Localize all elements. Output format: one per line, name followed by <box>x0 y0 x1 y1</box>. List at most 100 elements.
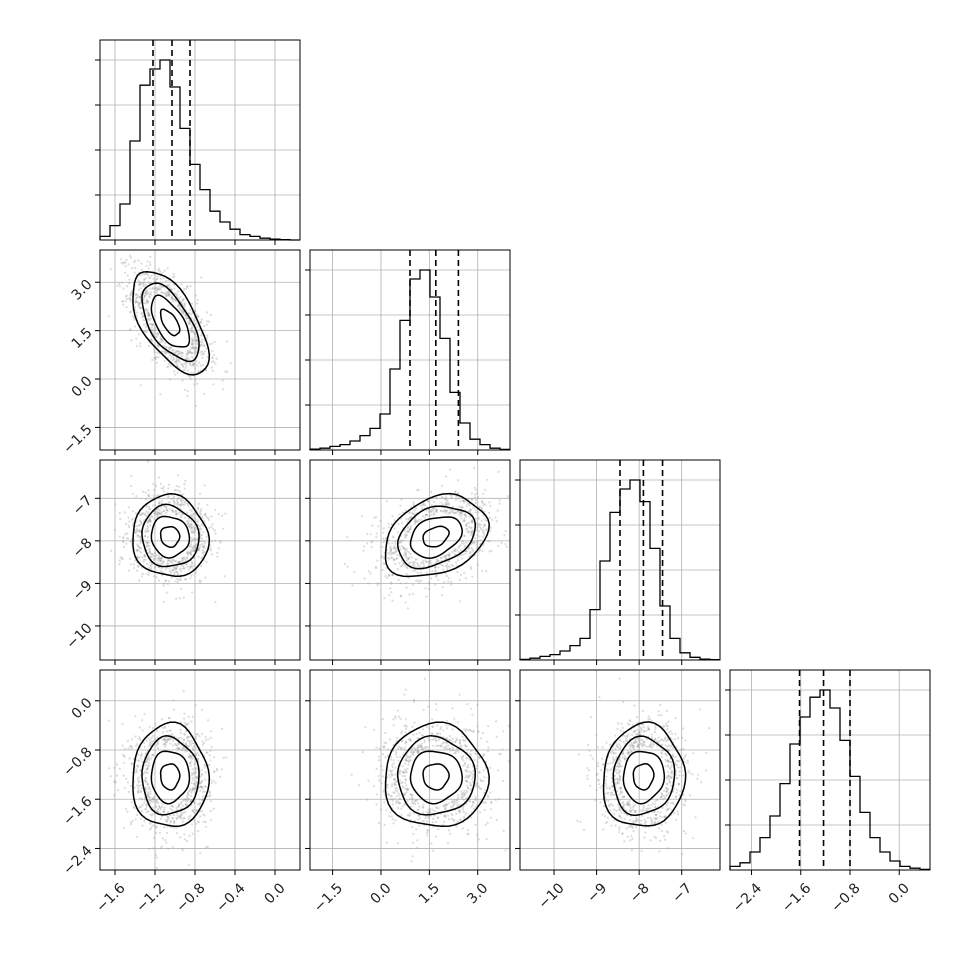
scatter-point <box>487 746 490 749</box>
scatter-point <box>399 717 402 720</box>
scatter-point <box>134 301 137 304</box>
scatter-point <box>150 323 153 326</box>
scatter-point <box>148 847 151 850</box>
scatter-point <box>423 502 426 505</box>
scatter-point <box>612 761 615 764</box>
scatter-point <box>162 510 165 513</box>
scatter-point <box>395 557 399 560</box>
scatter-point <box>139 293 142 296</box>
scatter-point <box>387 542 390 545</box>
scatter-point <box>427 811 431 814</box>
scatter-point <box>429 510 432 513</box>
scatter-point <box>201 350 204 353</box>
scatter-point <box>208 763 211 766</box>
scatter-point <box>405 582 408 585</box>
scatter-point <box>425 560 428 564</box>
scatter-point <box>604 779 607 782</box>
scatter-point <box>464 514 467 517</box>
scatter-point <box>464 552 467 555</box>
y-tick-label: 3.0 <box>69 277 96 304</box>
scatter-point <box>135 525 138 528</box>
scatter-point <box>187 357 190 360</box>
scatter-points <box>107 254 232 407</box>
scatter-point <box>178 747 181 750</box>
scatter-point <box>634 803 637 806</box>
scatter-point <box>382 537 385 540</box>
scatter-point <box>184 748 187 752</box>
scatter-point <box>385 741 388 745</box>
scatter-point <box>474 488 477 491</box>
scatter-point <box>404 759 407 762</box>
scatter-point <box>186 565 189 568</box>
scatter-point <box>638 730 641 734</box>
scatter-point <box>625 803 629 806</box>
scatter-point <box>661 738 664 741</box>
scatter-point <box>453 550 456 553</box>
scatter-point <box>477 517 480 520</box>
contour-level-3 <box>132 270 211 376</box>
scatter-point <box>398 513 401 516</box>
scatter-point <box>654 836 658 840</box>
scatter-point <box>213 340 216 343</box>
scatter-point <box>140 810 143 813</box>
scatter-point <box>393 781 396 785</box>
scatter-point <box>166 291 169 294</box>
scatter-point <box>150 740 154 743</box>
scatter-point <box>158 502 161 505</box>
scatter-point <box>466 780 469 783</box>
scatter-point <box>152 496 155 499</box>
scatter-point <box>153 518 156 521</box>
scatter-point <box>470 816 473 819</box>
scatter-point <box>407 526 410 529</box>
scatter-point <box>196 315 199 319</box>
scatter-point <box>150 797 153 800</box>
scatter-point <box>119 517 122 521</box>
scatter-point <box>162 810 166 813</box>
scatter-point <box>198 511 201 514</box>
scatter-point <box>165 505 168 508</box>
scatter-point <box>650 819 653 823</box>
scatter-point <box>167 847 170 850</box>
scatter-point <box>388 815 391 818</box>
scatter-point <box>666 759 669 762</box>
scatter-point <box>465 523 468 526</box>
scatter-point <box>472 730 475 734</box>
scatter-point <box>176 578 179 581</box>
scatter-point <box>183 748 186 751</box>
scatter-point <box>407 557 410 561</box>
scatter-point <box>167 293 170 296</box>
contour-level-0 <box>422 525 450 548</box>
scatter-point <box>151 323 154 326</box>
scatter-point <box>371 524 374 527</box>
scatter-point <box>462 810 465 814</box>
scatter-point <box>415 732 418 735</box>
scatter-point <box>402 792 406 796</box>
scatter-point <box>129 821 132 824</box>
scatter-point <box>439 744 442 747</box>
scatter-point <box>211 350 214 353</box>
scatter-point <box>404 778 407 781</box>
scatter-point <box>468 551 471 554</box>
scatter-point <box>145 531 148 534</box>
scatter-point <box>210 515 213 518</box>
scatter-point <box>178 307 182 310</box>
scatter-point <box>199 340 202 343</box>
scatter-point <box>163 826 166 829</box>
scatter-point <box>209 759 212 762</box>
scatter-point <box>139 541 142 544</box>
scatter-point <box>149 738 152 742</box>
scatter-point <box>156 741 159 744</box>
scatter-point <box>209 313 213 317</box>
scatter-point <box>375 803 378 806</box>
scatter-point <box>445 719 448 722</box>
scatter-point <box>144 777 148 780</box>
scatter-point <box>187 722 190 725</box>
scatter-point <box>648 745 652 748</box>
scatter-point <box>484 789 487 792</box>
scatter-point <box>421 820 424 823</box>
scatter-point <box>609 794 613 797</box>
scatter-point <box>445 475 448 478</box>
scatter-point <box>473 486 476 489</box>
scatter-point <box>177 747 181 750</box>
scatter-point <box>428 810 431 813</box>
